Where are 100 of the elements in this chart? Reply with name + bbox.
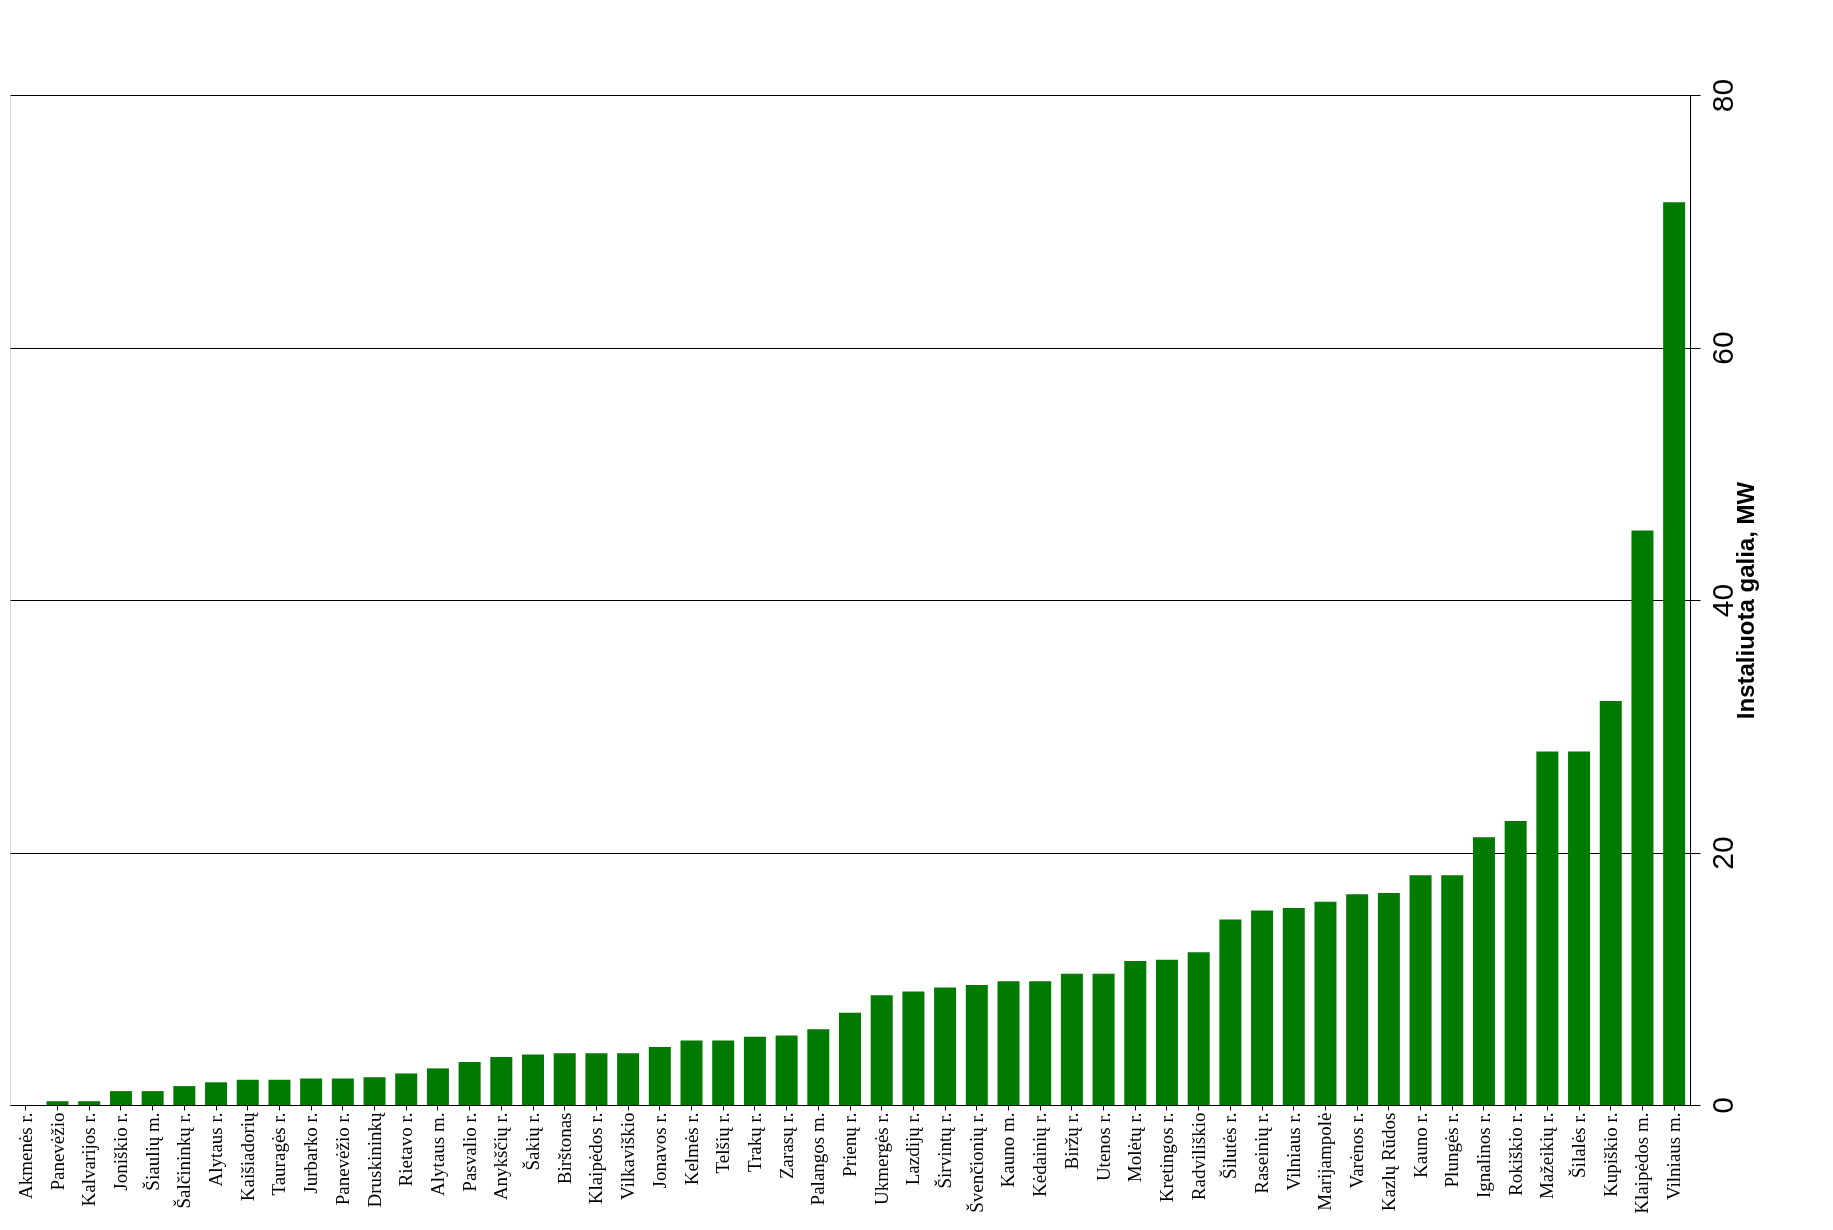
- bar: [1060, 973, 1083, 1105]
- x-tick-label: Panevėžio r.: [331, 1112, 353, 1206]
- bar: [1346, 894, 1369, 1105]
- x-tick-label: Plungės r.: [1441, 1112, 1463, 1188]
- x-tick-label: Rokiškio r.: [1504, 1112, 1526, 1196]
- bar: [205, 1082, 228, 1105]
- x-tick-label: Panevėžio: [46, 1112, 68, 1191]
- bar: [331, 1078, 354, 1105]
- x-tick-label: Rietavo r.: [395, 1112, 417, 1187]
- x-tick-label: Šakių r.: [522, 1112, 544, 1171]
- bar: [109, 1091, 132, 1105]
- x-tick-label: Ignalinos r.: [1472, 1112, 1494, 1198]
- y-tick-label: 80: [1705, 78, 1739, 113]
- x-tick-label: Kazlų Rūdos: [1377, 1112, 1399, 1212]
- x-tick-label: Šalčininkų r.: [173, 1112, 195, 1209]
- bar: [173, 1086, 196, 1105]
- bar: [1631, 530, 1654, 1105]
- x-tick-label: Trakų r.: [743, 1112, 765, 1172]
- x-tick-label: Jonavos r.: [648, 1112, 670, 1189]
- x-tick-label: Molėtų r.: [1124, 1112, 1146, 1183]
- x-tick-label: Birštonas: [553, 1112, 575, 1185]
- bar: [458, 1062, 481, 1105]
- y-tick-label: 60: [1705, 331, 1739, 365]
- x-tick-label: Marijampolė: [1314, 1112, 1336, 1211]
- bar: [1504, 820, 1527, 1105]
- bar: [1314, 901, 1337, 1105]
- bar: [490, 1057, 513, 1105]
- bar: [1536, 751, 1559, 1105]
- bar: [1219, 919, 1242, 1105]
- bar: [775, 1035, 798, 1105]
- x-tick-label: Tauragės r.: [268, 1112, 290, 1196]
- bar: [1599, 701, 1622, 1105]
- bar: [585, 1053, 608, 1105]
- x-tick-label: Alytaus r.: [205, 1112, 227, 1187]
- bar: [268, 1079, 291, 1105]
- x-tick-label: Kelmės r.: [680, 1112, 702, 1186]
- y-tick-label: 20: [1705, 836, 1739, 870]
- bar: [997, 981, 1020, 1105]
- x-tick-label: Alytaus m.: [426, 1112, 448, 1196]
- x-tick-label: Kėdainių r.: [1029, 1112, 1051, 1197]
- x-tick-label: Anykščių r.: [490, 1112, 512, 1201]
- x-tick-label: Palangos m.: [807, 1112, 829, 1206]
- x-tick-label: Kretingos r.: [1155, 1112, 1177, 1203]
- bar: [553, 1053, 576, 1105]
- bar: [680, 1040, 703, 1105]
- bar: [743, 1036, 766, 1105]
- bar: [1282, 908, 1305, 1105]
- y-tick-label: 40: [1705, 583, 1739, 618]
- bar: [839, 1012, 861, 1105]
- x-tick-label: Kauno m.: [997, 1112, 1019, 1188]
- bar: [236, 1079, 259, 1105]
- bar: [1377, 892, 1400, 1105]
- x-tick-label: Zarasų r.: [775, 1112, 797, 1179]
- y-tick-label: 0: [1705, 1097, 1739, 1114]
- x-tick-label: Lazdijų r.: [902, 1112, 924, 1186]
- x-tick-label: Kalvarijos r.: [78, 1112, 100, 1207]
- bar: [1092, 973, 1115, 1105]
- x-tick-label: Prienų r.: [839, 1112, 860, 1177]
- x-tick-label: Radviliškio: [1187, 1112, 1209, 1201]
- x-tick-label: Šilutės r.: [1219, 1112, 1241, 1180]
- bar: [1029, 981, 1052, 1105]
- x-tick-label: Varėnos r.: [1346, 1112, 1368, 1189]
- x-tick-label: Klaipėdos m.: [1631, 1112, 1653, 1214]
- x-tick-label: Vilniaus m.: [1663, 1112, 1685, 1201]
- x-tick-label: Pasvalio r.: [458, 1112, 480, 1192]
- bar: [363, 1077, 386, 1105]
- x-tick-label: Biržų r.: [1060, 1112, 1082, 1170]
- x-tick-label: Druskininkų: [363, 1112, 385, 1208]
- x-tick-label: Švenčionių r.: [965, 1112, 987, 1213]
- x-tick-label: Jurbarko r.: [300, 1112, 322, 1194]
- x-tick-label: Vilkaviškio: [617, 1112, 639, 1201]
- bar: [300, 1078, 323, 1105]
- bar: [1155, 959, 1178, 1105]
- x-tick-label: Raseinių r.: [1251, 1112, 1273, 1194]
- bar: [1124, 961, 1147, 1105]
- x-tick-label: Šilalės r.: [1568, 1112, 1590, 1178]
- bar: [934, 987, 957, 1105]
- x-tick-label: Joniškio r.: [109, 1112, 131, 1191]
- bar: [965, 985, 988, 1105]
- bar: [648, 1046, 671, 1105]
- bar: [1472, 837, 1495, 1105]
- bar: [1187, 952, 1210, 1105]
- bar: [1441, 875, 1464, 1105]
- bar: [1568, 751, 1591, 1105]
- x-tick-label: Šiaulių m.: [141, 1112, 163, 1191]
- x-tick-label: Vilniaus r.: [1282, 1112, 1304, 1191]
- bar: [1663, 202, 1686, 1105]
- x-tick-label: Mažeikių r.: [1536, 1112, 1558, 1200]
- bar: [1409, 875, 1432, 1105]
- bar: [141, 1091, 164, 1105]
- x-tick-label: Klaipėdos r.: [585, 1112, 607, 1205]
- bar: [78, 1101, 101, 1105]
- x-tick-label: Ukmergės r.: [870, 1112, 892, 1206]
- bar: [426, 1068, 449, 1105]
- bar: [395, 1073, 418, 1105]
- bar: [46, 1101, 69, 1105]
- x-tick-label: Telšių r.: [712, 1112, 734, 1174]
- x-tick-label: Akmenės r.: [14, 1112, 36, 1200]
- bar: [902, 991, 925, 1105]
- bar: [522, 1054, 545, 1105]
